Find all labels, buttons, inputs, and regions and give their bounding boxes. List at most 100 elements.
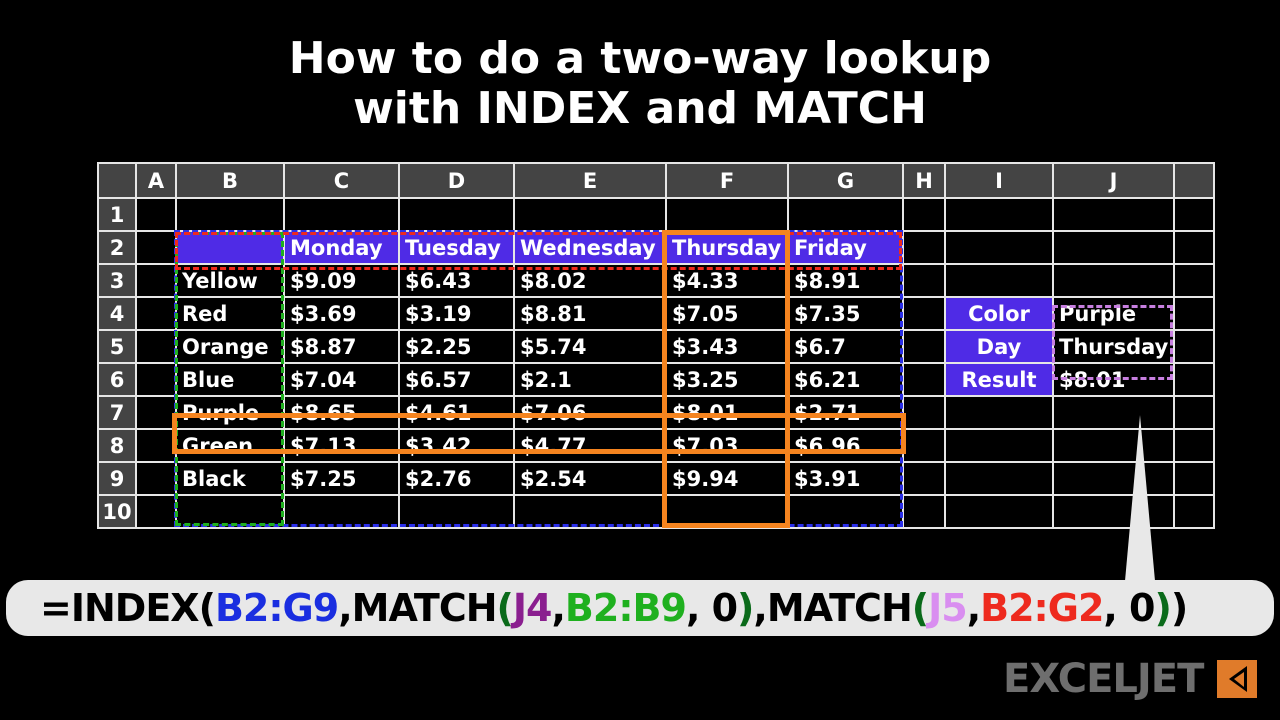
cell-7[interactable] [1173, 395, 1215, 430]
cell-E10[interactable] [513, 494, 667, 529]
cell-A3[interactable] [135, 263, 177, 298]
cell-G7[interactable]: $2.71 [787, 395, 904, 430]
cell-G5[interactable]: $6.7 [787, 329, 904, 364]
cell-B7[interactable]: Purple [175, 395, 285, 430]
cell-F9[interactable]: $9.94 [665, 461, 789, 496]
cell-D6[interactable]: $6.57 [398, 362, 515, 397]
cell-4[interactable] [1173, 296, 1215, 331]
row-header-4[interactable]: 4 [97, 296, 137, 331]
cell-A2[interactable] [135, 230, 177, 265]
cell-E7[interactable]: $7.06 [513, 395, 667, 430]
cell-B2[interactable] [175, 230, 285, 265]
cell-3[interactable] [1173, 263, 1215, 298]
row-header-3[interactable]: 3 [97, 263, 137, 298]
cell-F6[interactable]: $3.25 [665, 362, 789, 397]
cell-D4[interactable]: $3.19 [398, 296, 515, 331]
cell-C7[interactable]: $8.65 [283, 395, 400, 430]
cell-F3[interactable]: $4.33 [665, 263, 789, 298]
cell-I3[interactable] [944, 263, 1054, 298]
cell-D1[interactable] [398, 197, 515, 232]
cell-I10[interactable] [944, 494, 1054, 529]
cell-G6[interactable]: $6.21 [787, 362, 904, 397]
cell-D3[interactable]: $6.43 [398, 263, 515, 298]
cell-A7[interactable] [135, 395, 177, 430]
cell-H1[interactable] [902, 197, 946, 232]
cell-J2[interactable] [1052, 230, 1175, 265]
cell-G8[interactable]: $6.96 [787, 428, 904, 463]
row-header-2[interactable]: 2 [97, 230, 137, 265]
column-header-j[interactable]: J [1052, 162, 1175, 199]
cell-C8[interactable]: $7.13 [283, 428, 400, 463]
cell-A8[interactable] [135, 428, 177, 463]
cell-D9[interactable]: $2.76 [398, 461, 515, 496]
row-header-1[interactable]: 1 [97, 197, 137, 232]
row-header-8[interactable]: 8 [97, 428, 137, 463]
cell-H9[interactable] [902, 461, 946, 496]
cell-H5[interactable] [902, 329, 946, 364]
column-header-a[interactable]: A [135, 162, 177, 199]
row-header-5[interactable]: 5 [97, 329, 137, 364]
cell-F5[interactable]: $3.43 [665, 329, 789, 364]
cell-D5[interactable]: $2.25 [398, 329, 515, 364]
cell-F2[interactable]: Thursday [665, 230, 789, 265]
cell-B10[interactable] [175, 494, 285, 529]
cell-5[interactable] [1173, 329, 1215, 364]
cell-E8[interactable]: $4.77 [513, 428, 667, 463]
cell-2[interactable] [1173, 230, 1215, 265]
cell-I5[interactable]: Day [944, 329, 1054, 364]
cell-E6[interactable]: $2.1 [513, 362, 667, 397]
cell-G10[interactable] [787, 494, 904, 529]
column-header-h[interactable]: H [902, 162, 946, 199]
cell-C9[interactable]: $7.25 [283, 461, 400, 496]
cell-J5[interactable]: Thursday [1052, 329, 1175, 364]
cell-G9[interactable]: $3.91 [787, 461, 904, 496]
cell-B8[interactable]: Green [175, 428, 285, 463]
cell-A1[interactable] [135, 197, 177, 232]
cell-F10[interactable] [665, 494, 789, 529]
cell-F7[interactable]: $8.01 [665, 395, 789, 430]
cell-E1[interactable] [513, 197, 667, 232]
cell-F1[interactable] [665, 197, 789, 232]
cell-J6[interactable]: $8.01 [1052, 362, 1175, 397]
cell-C10[interactable] [283, 494, 400, 529]
cell-G2[interactable]: Friday [787, 230, 904, 265]
cell-6[interactable] [1173, 362, 1215, 397]
cell-C5[interactable]: $8.87 [283, 329, 400, 364]
cell-B6[interactable]: Blue [175, 362, 285, 397]
column-header-b[interactable]: B [175, 162, 285, 199]
cell-D2[interactable]: Tuesday [398, 230, 515, 265]
cell-A4[interactable] [135, 296, 177, 331]
cell-F4[interactable]: $7.05 [665, 296, 789, 331]
cell-G3[interactable]: $8.91 [787, 263, 904, 298]
cell-J4[interactable]: Purple [1052, 296, 1175, 331]
cell-H2[interactable] [902, 230, 946, 265]
cell-8[interactable] [1173, 428, 1215, 463]
cell-I9[interactable] [944, 461, 1054, 496]
column-header-i[interactable]: I [944, 162, 1054, 199]
cell-J8[interactable] [1052, 428, 1175, 463]
cell-H6[interactable] [902, 362, 946, 397]
cell-B5[interactable]: Orange [175, 329, 285, 364]
row-header-6[interactable]: 6 [97, 362, 137, 397]
cell-A9[interactable] [135, 461, 177, 496]
cell-I8[interactable] [944, 428, 1054, 463]
cell-C6[interactable]: $7.04 [283, 362, 400, 397]
cell-D7[interactable]: $4.61 [398, 395, 515, 430]
cell-B4[interactable]: Red [175, 296, 285, 331]
column-header-e[interactable]: E [513, 162, 667, 199]
column-header-d[interactable]: D [398, 162, 515, 199]
cell-D8[interactable]: $3.42 [398, 428, 515, 463]
cell-I6[interactable]: Result [944, 362, 1054, 397]
cell-H10[interactable] [902, 494, 946, 529]
column-header-g[interactable]: G [787, 162, 904, 199]
cell-H4[interactable] [902, 296, 946, 331]
cell-I7[interactable] [944, 395, 1054, 430]
row-header-9[interactable]: 9 [97, 461, 137, 496]
row-header-10[interactable]: 10 [97, 494, 137, 529]
cell-I2[interactable] [944, 230, 1054, 265]
cell-J10[interactable] [1052, 494, 1175, 529]
cell-E9[interactable]: $2.54 [513, 461, 667, 496]
cell-H8[interactable] [902, 428, 946, 463]
cell-J1[interactable] [1052, 197, 1175, 232]
cell-B1[interactable] [175, 197, 285, 232]
